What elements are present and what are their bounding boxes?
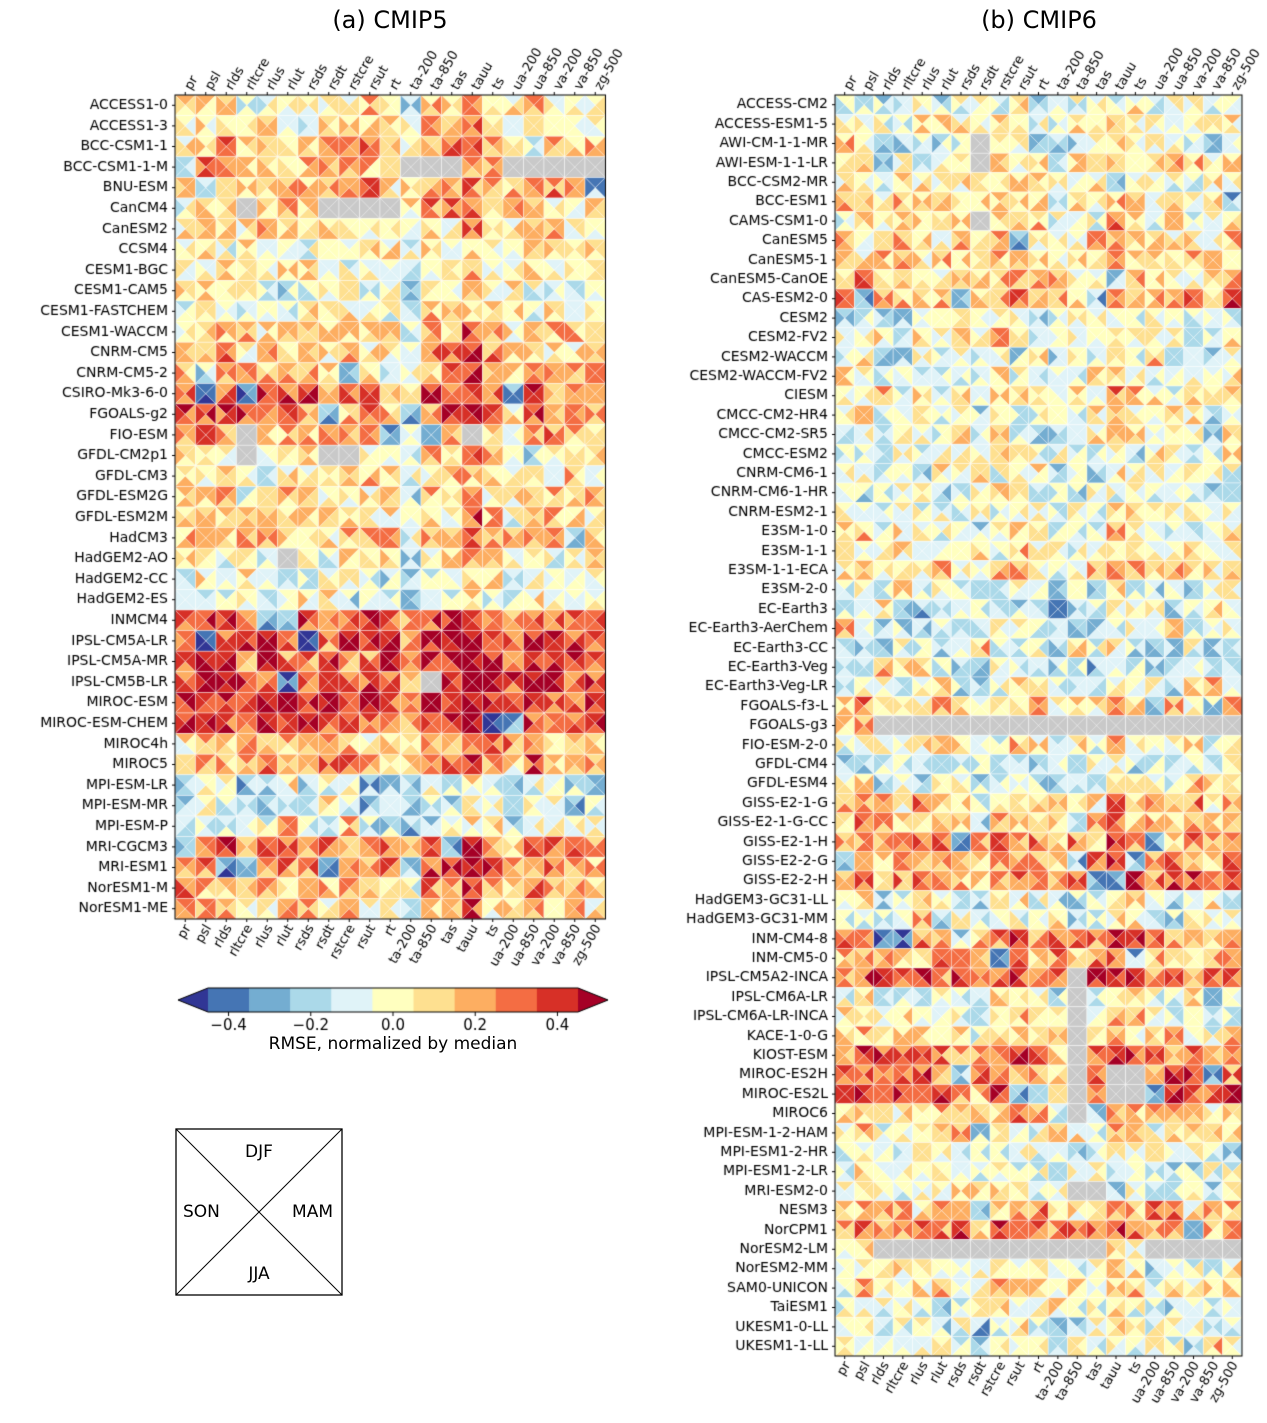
panel-b-title: (b) CMIP6 [981, 6, 1097, 34]
season-label-jja: JJA [248, 1264, 270, 1284]
season-legend-diagonal-2 [175, 1128, 343, 1296]
season-legend: DJF MAM JJA SON [175, 1128, 343, 1296]
season-label-son: SON [183, 1202, 220, 1222]
season-legend-diagram [175, 1128, 343, 1296]
season-label-mam: MAM [292, 1202, 333, 1222]
season-legend-square [175, 1128, 343, 1296]
panel-a-title: (a) CMIP5 [332, 6, 448, 34]
season-label-djf: DJF [245, 1142, 273, 1162]
colorbar-caption: RMSE, normalized by median [268, 1034, 518, 1054]
